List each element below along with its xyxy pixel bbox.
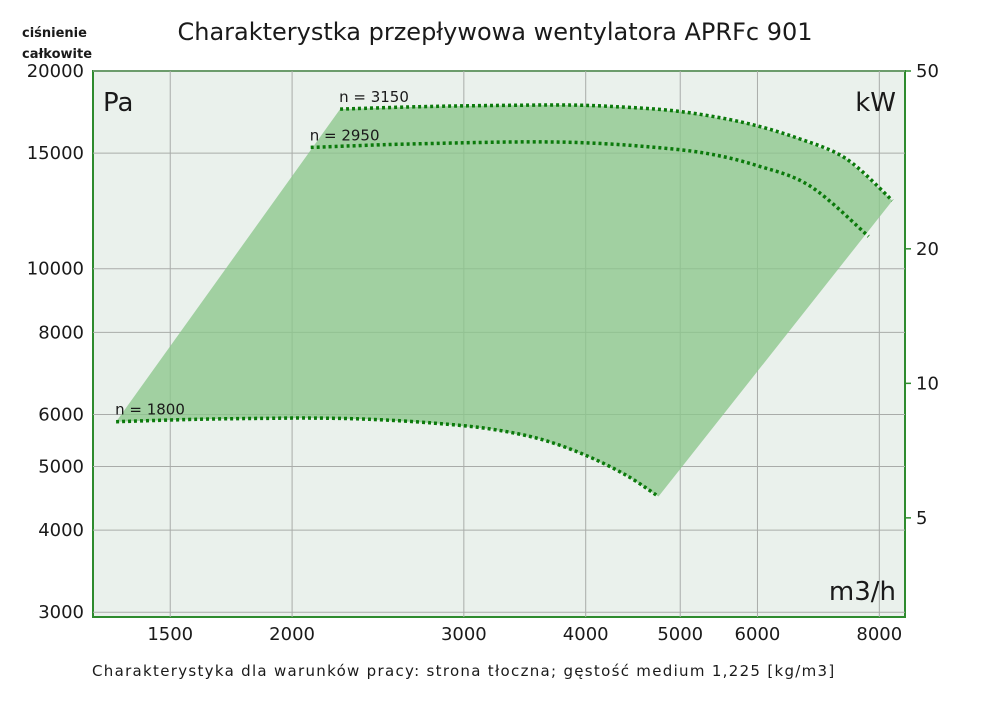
x-tick-label: 2000	[269, 624, 315, 645]
y-tick-label: 20000	[27, 61, 84, 82]
speed-curve-label-2950: n = 2950	[310, 126, 380, 144]
y2-axis-ticks: 5 10 20 50	[905, 61, 939, 529]
corner-label-line1: ciśnienie	[22, 26, 87, 41]
y-tick-label: 8000	[38, 322, 84, 343]
y-tick-label: 10000	[27, 259, 84, 280]
y-axis-unit-label: Pa	[103, 88, 133, 118]
y-tick-label: 3000	[38, 602, 84, 623]
x-tick-label: 1500	[147, 624, 193, 645]
x-tick-label: 4000	[563, 624, 609, 645]
x-axis-unit-label: m3/h	[829, 577, 896, 607]
y2-tick-label: 10	[916, 373, 939, 394]
y-tick-label: 6000	[38, 404, 84, 425]
y2-tick-label: 5	[916, 508, 927, 529]
x-axis-ticks: 1500 2000 3000 4000 5000 6000 8000	[147, 624, 902, 645]
speed-curve-label-3150: n = 3150	[339, 88, 409, 106]
speed-curve-label-1800: n = 1800	[115, 401, 185, 419]
curves: n = 3150 n = 2950 n = 1800	[115, 88, 894, 498]
footnote: Charakterystyka dla warunków pracy: stro…	[92, 662, 836, 680]
x-tick-label: 6000	[735, 624, 781, 645]
y-tick-label: 4000	[38, 520, 84, 541]
chart-title: Charakterystka przepływowa wentylatora A…	[177, 18, 812, 46]
y2-tick-label: 50	[916, 61, 939, 82]
speed-curve-3150	[340, 103, 894, 202]
y-tick-label: 15000	[27, 143, 84, 164]
corner-label-line2: całkowite	[22, 47, 92, 62]
y-axis-ticks: 3000 4000 5000 6000 8000 10000 15000 20000	[27, 61, 84, 623]
y2-tick-label: 20	[916, 239, 939, 260]
x-tick-label: 3000	[441, 624, 487, 645]
y-tick-label: 5000	[38, 456, 84, 477]
operating-region	[116, 105, 893, 497]
x-tick-label: 5000	[657, 624, 703, 645]
y2-axis-unit-label: kW	[855, 88, 896, 118]
x-tick-label: 8000	[856, 624, 902, 645]
